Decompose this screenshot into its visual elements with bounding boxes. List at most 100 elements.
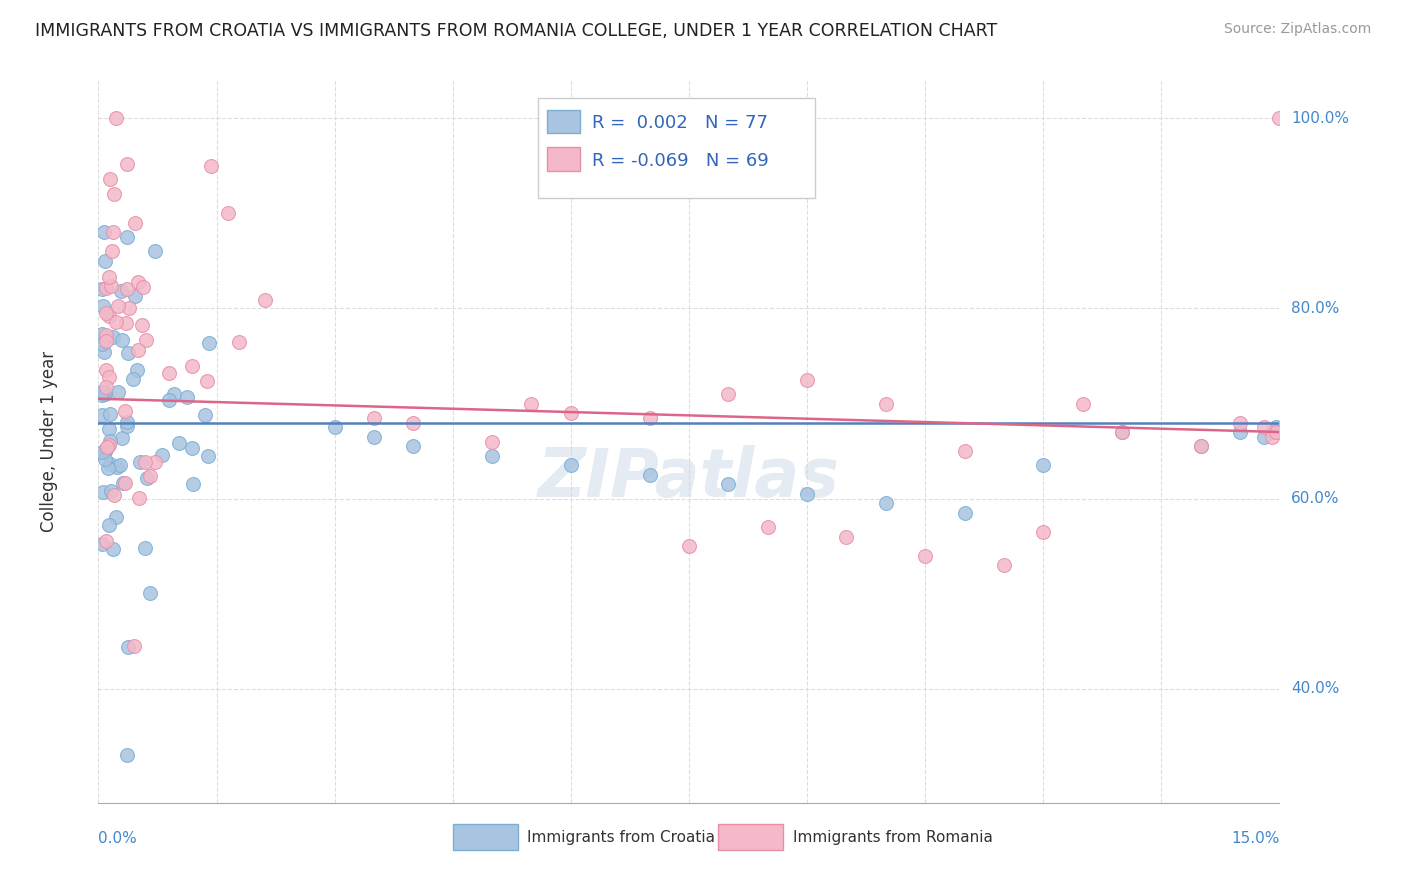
Point [127,343,149,358]
Point [195,374,218,388]
Point [181,359,204,374]
Point [132,279,155,293]
Point [98,172,121,186]
Point [122,639,145,653]
Point [98,517,121,532]
Point [111,431,134,445]
Point [875,396,897,410]
Point [98,422,121,436]
Point [91,484,114,499]
Point [323,420,346,434]
Text: College, Under 1 year: College, Under 1 year [39,351,58,533]
Point [638,467,661,482]
Point [127,275,149,289]
Point [115,282,138,296]
Point [93,226,115,240]
Text: R =  0.002   N = 77: R = 0.002 N = 77 [592,114,768,132]
Point [200,159,222,173]
Point [1111,425,1133,439]
Point [481,434,503,449]
Point [875,496,897,510]
Point [115,156,138,170]
Point [135,471,157,485]
Point [181,477,204,491]
Point [91,300,114,314]
Point [150,449,173,463]
Bar [547,147,581,170]
Point [110,284,132,298]
Point [91,445,114,459]
Point [1189,439,1212,453]
Point [1229,425,1251,439]
Point [1189,439,1212,453]
Point [124,289,146,303]
Point [93,387,115,401]
Point [96,334,118,348]
Point [197,335,219,350]
Bar [718,824,783,850]
Point [94,384,117,399]
Text: Immigrants from Croatia: Immigrants from Croatia [527,830,716,845]
Point [91,337,114,351]
Point [97,460,120,475]
Point [93,386,115,401]
Point [1032,524,1054,539]
Point [402,416,425,430]
Point [131,318,153,333]
Point [94,451,117,466]
Point [135,333,157,347]
Point [217,206,239,220]
Point [560,406,582,420]
Point [112,475,135,490]
Point [115,415,138,429]
Point [1253,420,1275,434]
Text: 60.0%: 60.0% [1291,491,1340,506]
Point [117,301,139,316]
Point [1260,430,1282,444]
Point [100,484,122,499]
Point [91,384,114,399]
Point [953,506,976,520]
Point [228,334,250,349]
Point [1229,416,1251,430]
Point [1111,425,1133,439]
Point [953,444,976,458]
Point [134,541,156,555]
Point [98,434,121,449]
Point [110,333,132,347]
Point [107,299,129,313]
Point [1253,430,1275,444]
Text: Immigrants from Romania: Immigrants from Romania [793,830,993,845]
Point [98,309,121,323]
Point [1032,458,1054,473]
Point [114,403,136,417]
Point [91,536,114,550]
Point [176,390,198,404]
Point [363,430,385,444]
Text: 0.0%: 0.0% [98,831,138,847]
Point [96,327,118,342]
Point [97,370,120,384]
Point [100,279,122,293]
Point [138,468,160,483]
Point [835,530,858,544]
Text: R = -0.069   N = 69: R = -0.069 N = 69 [592,152,769,169]
Point [103,542,125,557]
Point [756,520,779,534]
Point [1268,112,1291,126]
Point [363,410,385,425]
Point [134,455,156,469]
Point [96,363,118,377]
Point [796,373,818,387]
Point [94,443,117,458]
Point [103,488,125,502]
Text: 100.0%: 100.0% [1291,111,1350,126]
Point [128,455,150,469]
Point [98,407,121,421]
Point [128,491,150,505]
Point [717,477,740,491]
Point [98,457,121,471]
Bar [547,110,581,133]
Point [94,442,117,456]
Text: Source: ZipAtlas.com: Source: ZipAtlas.com [1223,22,1371,37]
